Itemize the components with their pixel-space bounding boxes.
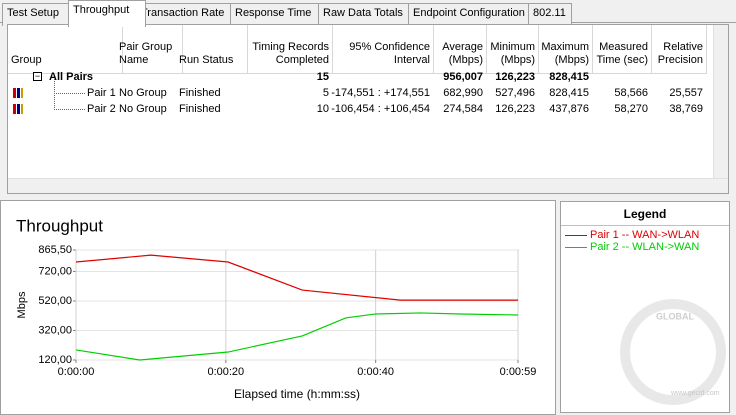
- legend: Pair 1 -- WAN->WLAN Pair 2 -- WLAN->WAN: [561, 226, 729, 256]
- column-header[interactable]: Measured Time (sec): [586, 25, 652, 74]
- x-tick-label: 0:00:40: [357, 366, 394, 378]
- legend-swatch: [565, 246, 587, 248]
- y-tick-label: 120,00: [38, 354, 72, 366]
- series-line: [75, 312, 519, 361]
- table-cell: Finished: [179, 87, 221, 99]
- tab-bar: Test Setup Throughput Transaction Rate Resp…: [0, 0, 736, 27]
- table-cell: 25,557: [669, 87, 703, 99]
- column-header-text: Average (Mbps): [442, 41, 483, 66]
- horizontal-scrollbar[interactable]: [8, 178, 728, 193]
- table-cell: No Group: [119, 103, 167, 115]
- column-header[interactable]: Timing Records Completed: [241, 25, 333, 74]
- column-header-text: Pair Group Name: [119, 41, 173, 66]
- table-cell: -106,454 : +106,454: [331, 103, 430, 115]
- table-cell: 956,007: [443, 71, 483, 83]
- collapse-button[interactable]: −: [33, 71, 42, 81]
- tab[interactable]: 802.11: [528, 3, 572, 26]
- table-cell: 126,223: [495, 71, 535, 83]
- chart-title: Throughput: [16, 216, 103, 235]
- watermark-brand: GLOBAL: [656, 311, 694, 321]
- table-cell: Pair 1: [87, 87, 116, 99]
- column-header-text: Relative Precision: [657, 41, 703, 66]
- tab[interactable]: Raw Data Totals: [318, 3, 418, 26]
- x-tick-label: 0:00:59: [500, 366, 537, 378]
- column-header[interactable]: Minimum (Mbps): [480, 25, 539, 74]
- column-header-text: 95% Confidence Interval: [349, 41, 430, 66]
- column-header-text: Group: [11, 54, 42, 66]
- legend-title: Legend: [561, 202, 729, 226]
- table-cell: Finished: [179, 103, 221, 115]
- tree-line: [54, 79, 85, 94]
- y-tick-label: 865,50: [38, 244, 72, 256]
- table-cell: 274,584: [443, 103, 483, 115]
- table-cell: 828,415: [549, 87, 589, 99]
- legend-pane: Legend Pair 1 -- WAN->WLAN Pair 2 -- WLAN…: [560, 201, 730, 413]
- column-header-text: Maximum (Mbps): [541, 41, 589, 66]
- pair-icon: [13, 104, 23, 114]
- y-tick-label: 320,00: [38, 324, 72, 336]
- table-cell: All Pairs: [49, 71, 94, 83]
- column-header-text: Run Status: [179, 54, 234, 66]
- table-cell: 58,566: [614, 87, 648, 99]
- plot-area: [75, 249, 519, 361]
- series-line: [75, 254, 518, 301]
- watermark: GLOBAL www.gecid.com: [620, 299, 726, 405]
- column-header[interactable]: Relative Precision: [645, 25, 707, 74]
- table-cell: 126,223: [495, 103, 535, 115]
- results-table: Group Pair Group Name Run Status Timing Rec…: [7, 24, 729, 194]
- table-cell: Pair 2: [87, 103, 116, 115]
- x-tick-label: 0:00:20: [207, 366, 244, 378]
- legend-label: Pair 1 -- WAN->WLAN: [590, 229, 700, 241]
- tab[interactable]: Response Time: [230, 3, 328, 26]
- table-cell: 58,270: [614, 103, 648, 115]
- y-tick-label: 720,00: [38, 265, 72, 277]
- legend-swatch: [565, 234, 587, 236]
- table-cell: 682,990: [443, 87, 483, 99]
- tree-line: [54, 95, 85, 110]
- pair-icon: [13, 88, 23, 98]
- table-cell: No Group: [119, 87, 167, 99]
- column-header[interactable]: Group: [8, 25, 123, 74]
- table-cell: 527,496: [495, 87, 535, 99]
- column-header-text: Measured Time (sec): [596, 41, 648, 66]
- column-header[interactable]: Maximum (Mbps): [532, 25, 593, 74]
- column-header-text: Timing Records Completed: [252, 41, 329, 66]
- vertical-scrollbar[interactable]: [713, 25, 728, 179]
- table-cell: 10: [316, 103, 329, 115]
- table-cell: 828,415: [549, 71, 589, 83]
- table-cell: 38,769: [669, 103, 703, 115]
- tab[interactable]: Transaction Rate: [136, 3, 240, 26]
- chart: Throughput Mbps Elapsed time (h:mm:ss) 8…: [16, 216, 537, 401]
- legend-item: Pair 1 -- WAN->WLAN: [565, 229, 725, 241]
- column-header[interactable]: Pair Group Name: [116, 25, 183, 74]
- column-header[interactable]: Average (Mbps): [427, 25, 487, 74]
- tab[interactable]: Endpoint Configuration: [408, 3, 538, 26]
- column-header[interactable]: 95% Confidence Interval: [326, 25, 434, 74]
- tab[interactable]: Test Setup: [2, 3, 78, 26]
- column-header[interactable]: Run Status: [176, 25, 248, 74]
- table-cell: -174,551 : +174,551: [331, 87, 430, 99]
- legend-item: Pair 2 -- WLAN->WAN: [565, 241, 725, 253]
- tab[interactable]: Throughput: [68, 0, 146, 27]
- table-cell: 15: [316, 71, 329, 83]
- column-header-text: Minimum (Mbps): [490, 41, 535, 66]
- x-tick-label: 0:00:00: [58, 366, 95, 378]
- table-cell: 437,876: [549, 103, 589, 115]
- x-axis-label: Elapsed time (h:mm:ss): [234, 387, 360, 401]
- watermark-url: www.gecid.com: [670, 390, 720, 397]
- legend-label: Pair 2 -- WLAN->WAN: [590, 241, 700, 253]
- y-tick-label: 520,00: [38, 295, 72, 307]
- y-axis-label: Mbps: [16, 291, 28, 318]
- table-cell: 5: [322, 87, 329, 99]
- watermark-ring: [620, 299, 726, 405]
